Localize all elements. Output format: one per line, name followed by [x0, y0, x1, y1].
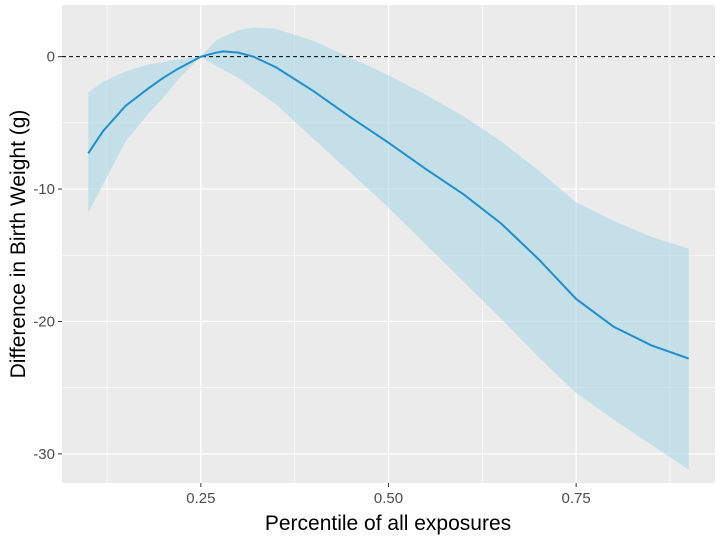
series-line [87, 50, 690, 360]
x-axis: 0.25 0.50 0.75 [186, 483, 591, 507]
confidence-ribbon [88, 27, 689, 470]
x-tick-label: 0.25 [186, 490, 215, 507]
x-axis-title: Percentile of all exposures [265, 512, 511, 535]
y-tick-label: 0 [47, 49, 55, 66]
y-axis-title: Difference in Birth Weight (g) [7, 110, 30, 379]
y-tick-label: -30 [33, 446, 55, 463]
x-tick-label: 0.75 [562, 490, 591, 507]
y-tick-label: -10 [33, 181, 55, 198]
x-tick-label: 0.50 [374, 490, 403, 507]
y-tick-label: -20 [33, 313, 55, 330]
y-axis: -30 -20 -10 0 [33, 49, 62, 463]
